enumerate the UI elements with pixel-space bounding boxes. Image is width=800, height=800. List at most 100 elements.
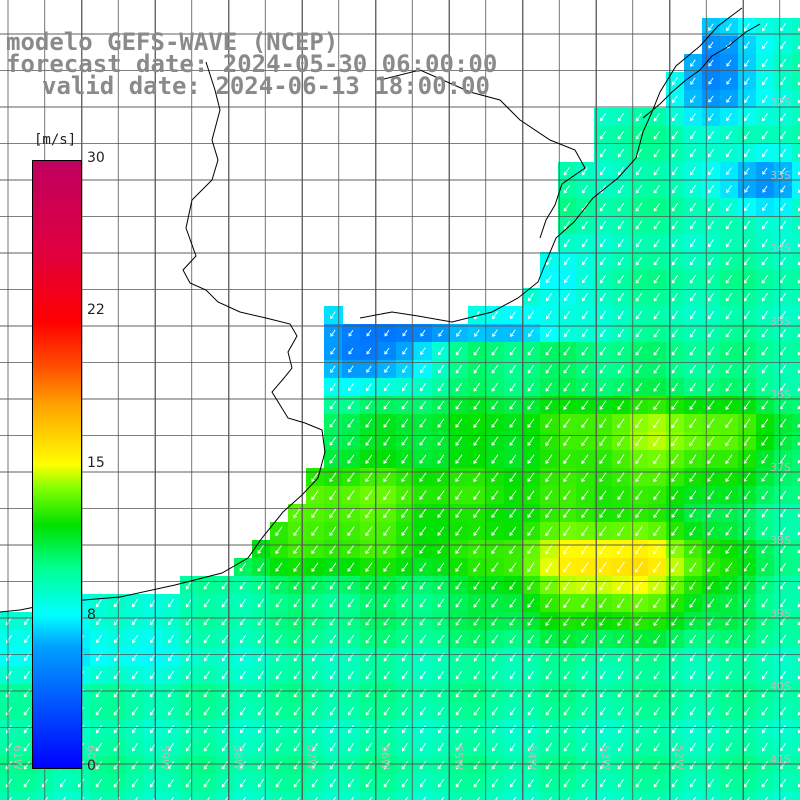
field-cell [684, 252, 703, 271]
field-cell [468, 666, 487, 685]
field-cell [234, 666, 253, 685]
wind-arrow [743, 670, 751, 680]
field-cell [324, 630, 343, 649]
latitude-label: 39S [770, 607, 791, 620]
wind-arrow [743, 292, 751, 302]
wind-arrow [761, 472, 769, 482]
field-cell [558, 576, 577, 595]
field-cell [612, 126, 631, 145]
wind-arrow [401, 472, 409, 483]
field-cell [666, 648, 685, 667]
field-cell [630, 378, 649, 397]
field-cell [234, 702, 253, 721]
wind-arrow [509, 706, 516, 716]
colorbar-tick: 15 [87, 455, 105, 471]
field-cell [558, 738, 577, 757]
field-cell [792, 450, 800, 469]
wind-arrow [347, 508, 355, 519]
field-cell [306, 522, 325, 541]
field-cell [720, 180, 739, 199]
wind-arrow [635, 436, 643, 447]
field-cell [414, 738, 433, 757]
wind-arrow [491, 490, 499, 500]
field-cell [594, 756, 613, 775]
field-cell [558, 594, 577, 613]
field-cell [468, 522, 487, 541]
wind-arrow [563, 382, 571, 392]
wind-arrow [311, 544, 319, 555]
wind-arrow [473, 706, 481, 716]
wind-arrow [689, 671, 696, 680]
wind-arrow [185, 706, 193, 716]
field-cell [162, 792, 181, 800]
field-cell [738, 288, 757, 307]
field-cell [738, 666, 757, 685]
field-cell [684, 396, 703, 415]
wind-arrow [761, 778, 769, 788]
wind-arrow [693, 797, 696, 800]
field-cell [342, 486, 361, 505]
field-cell [54, 792, 73, 800]
wind-arrow [635, 742, 643, 752]
wind-arrow [491, 508, 499, 518]
field-cell [378, 738, 397, 757]
wind-arrow [545, 472, 553, 483]
wind-arrow [221, 580, 229, 590]
field-cell [594, 774, 613, 793]
field-cell [414, 720, 433, 739]
wind-arrow [383, 778, 391, 788]
field-cell [126, 792, 145, 800]
field-cell [324, 792, 343, 800]
field-cell [702, 90, 721, 109]
field-cell [774, 144, 793, 163]
field-cell [558, 612, 577, 631]
wind-arrow [347, 580, 355, 590]
field-cell [594, 792, 613, 800]
wind-arrow [221, 616, 229, 626]
field-cell [702, 252, 721, 271]
wind-arrow [330, 311, 336, 320]
wind-arrow [690, 59, 696, 67]
field-cell [414, 558, 433, 577]
field-cell [468, 774, 487, 793]
wind-arrow [405, 797, 408, 800]
wind-arrow [671, 544, 679, 555]
wind-arrow [564, 293, 570, 302]
field-cell [630, 576, 649, 595]
wind-arrow [455, 382, 463, 392]
field-cell [684, 504, 703, 523]
field-cell [522, 684, 541, 703]
wind-arrow [419, 383, 426, 392]
field-cell [738, 162, 757, 181]
field-cell [162, 738, 181, 757]
field-cell [396, 396, 415, 415]
field-cell [684, 792, 703, 800]
wind-arrow [509, 760, 517, 770]
field-cell [774, 198, 793, 217]
field-cell [288, 738, 307, 757]
field-cell [108, 738, 127, 757]
field-cell [504, 792, 523, 800]
wind-arrow [23, 724, 31, 734]
wind-arrow [347, 544, 355, 555]
longitude-label: 58W [232, 745, 245, 770]
wind-arrow [455, 472, 463, 483]
wind-arrow [365, 598, 373, 608]
wind-arrow [311, 688, 319, 698]
field-cell [756, 18, 775, 37]
wind-arrow [743, 526, 751, 536]
wind-arrow [491, 418, 499, 428]
wind-arrow [707, 490, 715, 500]
field-cell [522, 306, 541, 325]
field-cell [738, 738, 757, 757]
wind-arrow [797, 351, 800, 356]
wind-arrow [671, 167, 678, 176]
field-cell [396, 756, 415, 775]
wind-arrow [707, 311, 714, 320]
field-cell [756, 252, 775, 271]
wind-arrow [617, 382, 625, 392]
wind-arrow [329, 454, 337, 464]
field-cell [396, 432, 415, 451]
field-cell [792, 216, 800, 235]
wind-arrow [563, 760, 571, 770]
